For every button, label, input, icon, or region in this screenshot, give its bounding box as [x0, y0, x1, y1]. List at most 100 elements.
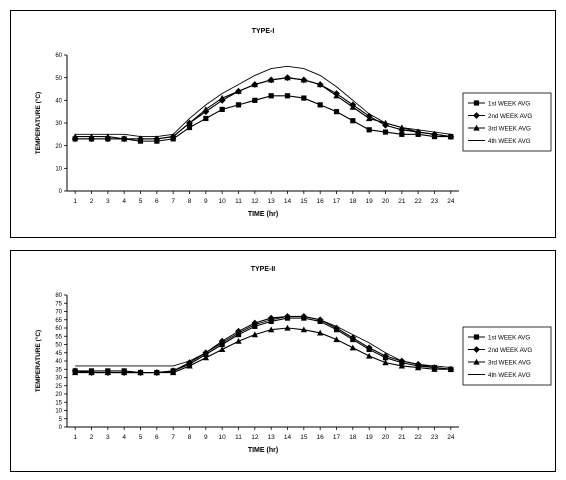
legend-label: 3rd WEEK AVG	[488, 125, 531, 132]
data-point	[366, 127, 372, 133]
x-tick-label: 2	[90, 434, 94, 441]
x-tick-label: 24	[447, 434, 455, 441]
x-tick-label: 8	[188, 434, 192, 441]
y-axis-label: TEMPERATURE (°C)	[34, 92, 42, 154]
data-point	[284, 93, 291, 99]
legend-marker	[473, 112, 480, 119]
legend-label: 1st WEEK AVG	[488, 334, 530, 341]
y-tick-label: 70	[55, 310, 62, 316]
legend-marker	[473, 100, 480, 106]
y-tick-label: 25	[55, 384, 62, 390]
legend-label: 2nd WEEK AVG	[488, 113, 532, 120]
y-tick-label: 30	[55, 376, 62, 382]
data-point	[120, 135, 128, 142]
y-tick-label: 50	[55, 76, 62, 82]
chart-panel-type-1: TYPE-I 0 10 20 30 40 50 60 1 2 3 4 5 6 7 8 9 10 11 12 13 14 15…	[10, 10, 556, 238]
y-tick-label: 35	[55, 367, 62, 373]
legend-marker	[473, 358, 480, 365]
data-point	[382, 352, 389, 360]
x-tick-label: 21	[398, 434, 406, 441]
x-tick-label: 13	[268, 198, 276, 205]
chart-panel-type-2: TYPE-II 0 5 10 15 20 25 30 35 40 45 50 55 60 65 70 75 80 1…	[10, 250, 556, 472]
data-point	[333, 109, 340, 115]
data-point	[300, 326, 308, 333]
data-point	[350, 118, 356, 124]
y-tick-label: 0	[59, 425, 63, 431]
data-point	[235, 338, 242, 344]
series-line	[75, 95, 451, 142]
x-tick-label: 9	[204, 198, 208, 205]
data-point	[414, 364, 422, 371]
data-point	[252, 97, 258, 103]
x-tick-label: 20	[382, 434, 390, 441]
x-tick-label: 24	[447, 198, 455, 205]
data-point	[349, 103, 357, 110]
x-tick-label: 7	[171, 198, 175, 205]
x-tick-label: 11	[235, 434, 242, 441]
x-tick-label: 5	[139, 198, 143, 205]
data-point	[267, 76, 275, 83]
x-tick-label: 20	[382, 198, 390, 205]
x-tick-label: 1	[73, 434, 77, 441]
x-tick-label: 10	[219, 198, 227, 205]
data-point	[398, 362, 406, 369]
legend-label: 1st WEEK AVG	[488, 100, 530, 107]
y-tick-label: 75	[55, 301, 62, 307]
data-point	[316, 81, 324, 88]
x-tick-label: 4	[122, 434, 126, 441]
series-line	[75, 77, 451, 140]
x-tick-label: 13	[268, 434, 276, 441]
data-point	[218, 337, 226, 345]
x-tick-label: 23	[431, 198, 439, 205]
data-point	[431, 131, 438, 137]
x-tick-label: 18	[349, 434, 357, 441]
x-tick-label: 10	[219, 434, 227, 441]
data-point	[431, 366, 438, 372]
data-point	[447, 366, 455, 372]
x-tick-label: 14	[284, 198, 292, 205]
y-tick-label: 10	[55, 409, 62, 415]
data-point	[120, 369, 128, 376]
y-tick-label: 0	[59, 189, 63, 195]
x-tick-label: 22	[415, 434, 423, 441]
x-tick-label: 14	[284, 434, 292, 441]
data-point	[71, 133, 79, 140]
y-tick-label: 10	[55, 167, 62, 173]
series-line	[75, 77, 451, 140]
y-tick-label: 60	[55, 326, 62, 332]
x-tick-label: 16	[317, 198, 325, 205]
x-tick-label: 6	[155, 434, 159, 441]
data-point	[300, 76, 308, 83]
x-tick-label: 6	[155, 198, 159, 205]
data-point	[137, 135, 144, 142]
x-tick-label: 1	[73, 198, 77, 205]
data-point	[186, 124, 193, 131]
data-point	[202, 106, 210, 112]
data-point	[447, 133, 455, 140]
chart-title: TYPE-II	[251, 266, 276, 273]
data-point	[235, 88, 242, 94]
data-point	[251, 81, 259, 88]
data-point	[219, 106, 225, 112]
data-point	[153, 135, 161, 142]
data-point	[251, 319, 259, 327]
y-tick-label: 55	[55, 334, 62, 340]
data-point	[169, 133, 177, 140]
x-tick-label: 8	[188, 198, 192, 205]
y-tick-label: 40	[55, 359, 62, 365]
y-tick-label: 20	[55, 144, 62, 150]
data-point	[104, 133, 112, 140]
y-tick-label: 20	[55, 392, 62, 398]
x-tick-label: 3	[106, 434, 110, 441]
data-point	[365, 344, 373, 352]
x-tick-label: 9	[204, 434, 208, 441]
x-tick-label: 17	[333, 434, 341, 441]
x-tick-label: 15	[300, 434, 308, 441]
legend-label: 4th WEEK AVG	[488, 372, 531, 379]
data-point	[317, 102, 323, 108]
x-tick-label: 3	[106, 198, 110, 205]
data-point	[169, 369, 177, 376]
x-tick-label: 2	[90, 198, 94, 205]
chart-title: TYPE-I	[252, 28, 275, 35]
data-point	[382, 359, 389, 366]
